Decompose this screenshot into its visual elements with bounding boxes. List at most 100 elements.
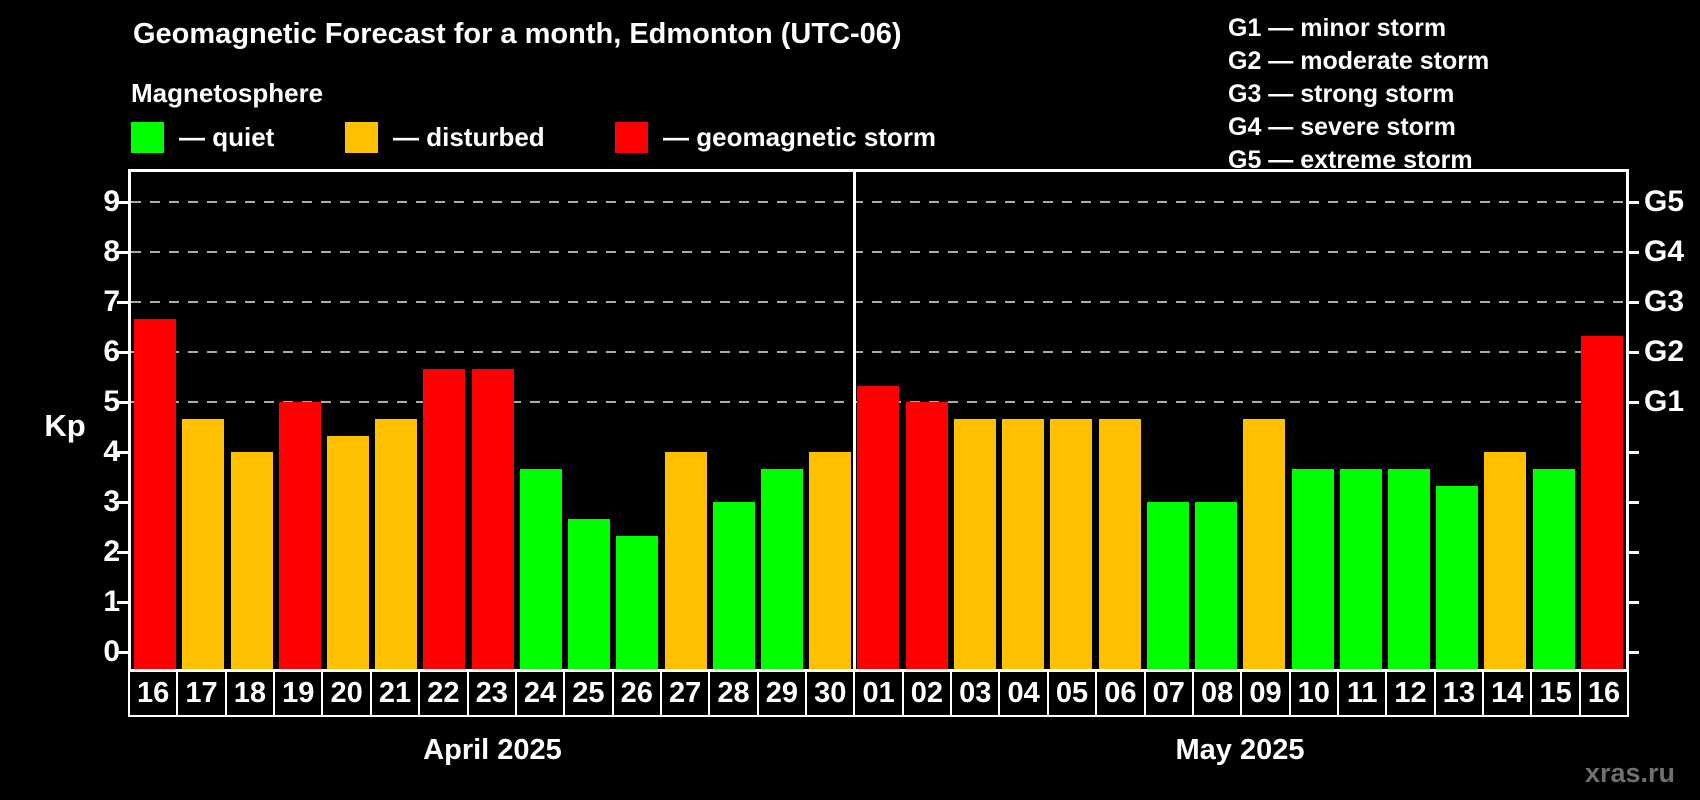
date-cell-may-03: 03 [950, 670, 1001, 717]
bar-may-08 [1195, 502, 1238, 669]
date-cell-may-13: 13 [1433, 670, 1485, 717]
bar-may-09 [1243, 418, 1286, 669]
date-cell-april-25: 25 [563, 670, 614, 717]
month-label-april: April 2025 [423, 734, 562, 766]
g-axis-label-g5: G5 [1644, 185, 1685, 218]
g-axis-label-g1: G1 [1644, 385, 1685, 418]
bar-may-12 [1387, 468, 1430, 669]
bar-may-14 [1484, 452, 1527, 669]
y-tick-right-3 [1626, 500, 1639, 504]
y-tick-left-3 [117, 500, 130, 504]
bar-may-04 [1002, 418, 1045, 669]
watermark: xras.ru [1584, 758, 1675, 788]
y-tick-left-0 [117, 650, 130, 654]
gridline-kp7 [131, 301, 1626, 303]
y-tick-label-7: 7 [103, 285, 120, 318]
gridline-kp8 [131, 251, 1626, 253]
bar-april-23 [471, 368, 514, 669]
date-cell-may-06: 06 [1095, 670, 1146, 717]
bar-april-20 [327, 435, 369, 669]
magnetosphere-label: Magnetosphere [131, 78, 324, 108]
y-tick-left-1 [117, 600, 130, 604]
bar-may-11 [1339, 468, 1382, 669]
y-tick-label-8: 8 [103, 235, 120, 268]
g-axis-label-g3: G3 [1644, 285, 1685, 318]
y-tick-right-7 [1626, 300, 1639, 304]
y-tick-label-2: 2 [103, 535, 120, 568]
date-cell-may-15: 15 [1530, 670, 1581, 717]
date-cell-april-19: 19 [273, 670, 324, 717]
bar-april-24 [519, 468, 562, 669]
date-cell-may-01: 01 [853, 670, 904, 717]
date-cell-may-10: 10 [1288, 670, 1339, 717]
date-cell-may-04: 04 [998, 670, 1049, 717]
bar-april-22 [423, 368, 466, 669]
legend-label-disturbed: — disturbed [393, 122, 545, 152]
legend-swatch-quiet [131, 122, 164, 153]
bar-april-28 [712, 502, 755, 669]
y-tick-right-5 [1626, 400, 1639, 404]
y-tick-label-1: 1 [103, 585, 120, 618]
date-axis-row: 16 17 18 19 20 21 22 23 24 25 26 27 28 29 30 01 02 03 04 05… [128, 670, 1630, 717]
date-cell-april-17: 17 [176, 670, 227, 717]
bar-april-29 [761, 468, 804, 669]
y-tick-left-6 [117, 350, 130, 354]
y-tick-left-7 [117, 300, 130, 304]
date-cell-april-20: 20 [321, 670, 372, 717]
legend-label-storm: — geomagnetic storm [663, 122, 937, 152]
date-cell-may-05: 05 [1046, 670, 1098, 717]
bar-april-19 [278, 402, 321, 669]
bar-may-07 [1146, 502, 1189, 669]
g-axis-label-g2: G2 [1644, 335, 1685, 368]
date-cell-may-12: 12 [1385, 670, 1436, 717]
y-axis-title: Kp [44, 408, 86, 443]
y-tick-right-4 [1626, 450, 1639, 454]
date-cell-april-22: 22 [418, 670, 469, 717]
date-cell-may-07: 07 [1143, 670, 1194, 717]
bar-may-13 [1436, 485, 1479, 669]
bar-april-27 [664, 452, 707, 669]
y-tick-right-6 [1626, 350, 1639, 354]
g4-legend-line: G4 — severe storm [1228, 113, 1456, 141]
bar-april-25 [568, 518, 611, 669]
month-label-may: May 2025 [1175, 734, 1305, 766]
legend-label-quiet: — quiet [179, 122, 275, 152]
y-tick-left-5 [117, 400, 130, 404]
bar-may-15 [1532, 468, 1575, 669]
bar-may-05 [1050, 418, 1093, 669]
y-tick-right-9 [1626, 200, 1639, 204]
y-tick-right-2 [1626, 550, 1639, 554]
bar-may-06 [1098, 418, 1141, 669]
date-cell-may-09: 09 [1240, 670, 1291, 717]
bar-may-10 [1291, 468, 1334, 669]
y-tick-left-4 [117, 450, 130, 454]
y-tick-label-0: 0 [103, 635, 120, 668]
bar-may-16 [1580, 335, 1623, 669]
g2-legend-line: G2 — moderate storm [1228, 47, 1490, 75]
g1-legend-line: G1 — minor storm [1228, 14, 1447, 42]
y-tick-left-2 [117, 550, 130, 554]
y-tick-left-9 [117, 200, 130, 204]
date-cell-may-16: 16 [1578, 670, 1630, 717]
y-tick-label-6: 6 [103, 335, 120, 368]
legend-swatch-disturbed [345, 122, 378, 153]
bar-april-26 [616, 535, 659, 669]
date-cell-april-26: 26 [611, 670, 662, 717]
y-tick-right-8 [1626, 250, 1639, 254]
y-tick-label-5: 5 [103, 385, 120, 418]
gridline-kp9 [131, 201, 1626, 203]
bar-may-03 [953, 418, 996, 669]
bar-april-21 [375, 418, 418, 669]
storm-scale-legend: G1 — minor storm G2 — moderate storm G3 … [1228, 12, 1489, 177]
g3-legend-line: G3 — strong storm [1228, 80, 1455, 108]
date-cell-april-27: 27 [659, 670, 711, 717]
date-cell-may-11: 11 [1336, 670, 1388, 717]
date-cell-april-29: 29 [756, 670, 808, 717]
gridline-kp6 [131, 351, 1626, 353]
date-cell-april-28: 28 [708, 670, 759, 717]
bar-april-18 [230, 452, 273, 669]
plot-area [128, 169, 1629, 672]
date-cell-may-02: 02 [901, 670, 953, 717]
g-axis-label-g4: G4 [1644, 235, 1685, 268]
